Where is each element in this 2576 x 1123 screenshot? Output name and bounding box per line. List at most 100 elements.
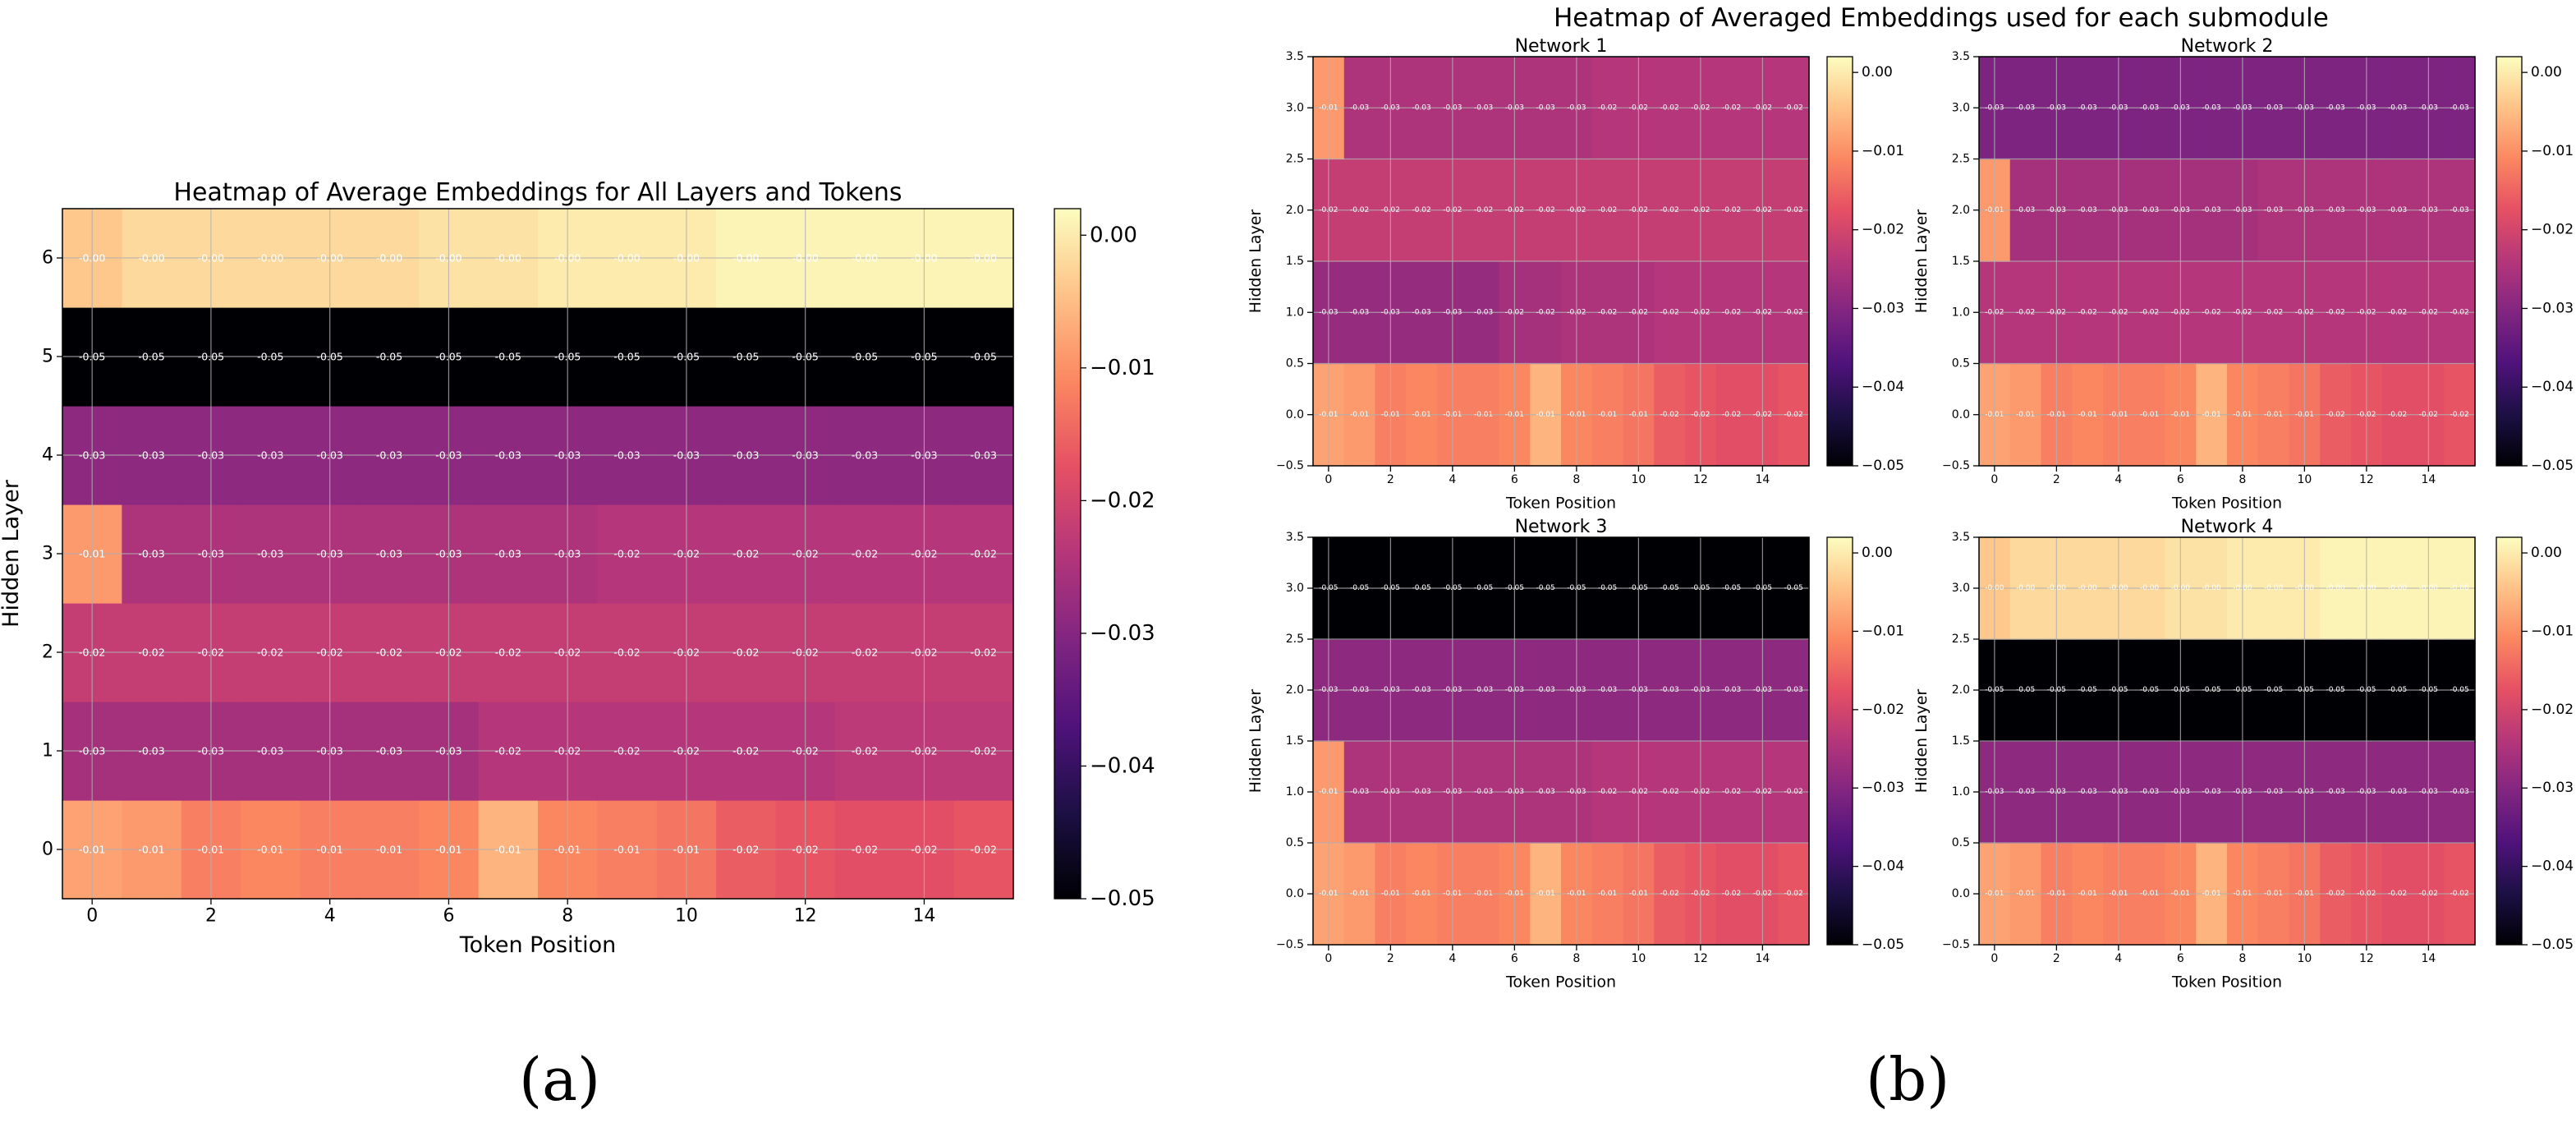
colorbar-tick-label: −0.03	[1862, 780, 1904, 796]
y-tick-label: 0.5	[1286, 836, 1304, 849]
y-tick-label: 1.5	[1952, 734, 1970, 748]
cell-value-label: -0.03	[1598, 686, 1617, 694]
cell-value-label: -0.02	[2450, 411, 2468, 419]
cell-value-label: -0.05	[911, 351, 937, 363]
x-tick-label: 2	[1387, 952, 1394, 965]
cell-value-label: -0.05	[2078, 686, 2096, 694]
cell-value-label: -0.02	[1629, 308, 1648, 316]
y-tick-label: 1.5	[1286, 255, 1304, 268]
cell-value-label: -0.02	[1722, 788, 1741, 796]
cell-value-label: -0.05	[2016, 686, 2035, 694]
colorbar: 0.00 −0.01 −0.02 −0.03 −0.04 −0.05	[2496, 536, 2574, 953]
cell-value-label: -0.01	[673, 844, 700, 856]
cell-value-label: -0.05	[2450, 686, 2468, 694]
y-tick-label: 1	[42, 741, 53, 762]
colorbar-tick-label: −0.03	[1090, 621, 1155, 646]
cell-value-label: -0.05	[79, 351, 105, 363]
cell-value-label: -0.00	[317, 252, 343, 265]
cell-value-label: -0.02	[1691, 890, 1710, 898]
cell-value-label: -0.03	[2326, 788, 2344, 796]
cell-value-label: -0.03	[2109, 788, 2128, 796]
cell-value-label: -0.01	[2264, 890, 2283, 898]
x-tick-label: 10	[2297, 952, 2312, 965]
cell-value-label: -0.03	[1443, 308, 1462, 316]
cell-value-label: -0.00	[2326, 584, 2345, 592]
cell-value-label: -0.01	[1536, 411, 1554, 419]
colorbar-bar	[1826, 56, 1853, 467]
cell-value-label: -0.03	[1985, 104, 2004, 112]
cell-value-label: -0.02	[1567, 308, 1586, 316]
cell-value-label: -0.01	[2078, 890, 2096, 898]
cell-value-label: -0.05	[2233, 686, 2252, 694]
y-axis-label: Hidden Layer	[1912, 689, 1931, 794]
cell-value-label: -0.02	[2388, 308, 2407, 316]
cell-value-label: -0.03	[1350, 788, 1369, 796]
cell-value-label: -0.05	[673, 351, 700, 363]
cell-value-label: -0.02	[2326, 308, 2344, 316]
cell-value-label: -0.02	[911, 844, 937, 856]
chart-title: Heatmap of Average Embeddings for All La…	[173, 178, 902, 207]
cell-value-label: -0.01	[1412, 890, 1430, 898]
cell-value-label: -0.02	[792, 745, 819, 757]
cell-value-label: -0.01	[1381, 411, 1400, 419]
cell-value-label: -0.03	[971, 449, 997, 462]
cell-value-label: -0.03	[1536, 104, 1554, 112]
cell-value-label: -0.03	[1753, 686, 1772, 694]
cell-value-label: -0.01	[2016, 890, 2035, 898]
cell-value-label: -0.00	[673, 252, 700, 265]
cell-value-label: -0.03	[2357, 104, 2376, 112]
cell-value-label: -0.02	[911, 647, 937, 659]
cell-value-label: -0.01	[198, 844, 224, 856]
cell-value-label: -0.00	[2047, 584, 2067, 592]
cell-value-label: -0.02	[435, 647, 461, 659]
cell-value-label: -0.02	[732, 745, 759, 757]
cell-value-label: -0.01	[1443, 890, 1462, 898]
cell-value-label: -0.02	[138, 647, 164, 659]
cell-value-label: -0.03	[1505, 788, 1524, 796]
chart-title: Network 4	[2181, 517, 2274, 537]
y-tick-label: 1.0	[1952, 785, 1970, 799]
y-tick-label: 0.0	[1286, 887, 1304, 900]
cell-value-label: -0.03	[1474, 308, 1493, 316]
cell-value-label: -0.00	[852, 252, 878, 265]
x-tick-label: 0	[1325, 473, 1332, 486]
cell-value-label: -0.03	[1985, 788, 2004, 796]
cell-value-label: -0.02	[852, 844, 878, 856]
y-tick-label: 3.0	[1286, 582, 1304, 595]
cell-value-label: -0.00	[2450, 584, 2469, 592]
cell-value-label: -0.03	[2016, 206, 2035, 214]
cell-value-label: -0.02	[1784, 411, 1802, 419]
cell-value-label: -0.00	[2109, 584, 2128, 592]
y-tick-label: 3.5	[1952, 531, 1970, 544]
cell-value-label: -0.02	[1505, 206, 1524, 214]
cell-value-label: -0.02	[2326, 411, 2344, 419]
cell-value-label: -0.02	[1567, 206, 1586, 214]
cell-value-label: -0.03	[1319, 308, 1338, 316]
x-tick-label: 0	[1325, 952, 1332, 965]
cell-value-label: -0.02	[1985, 308, 2004, 316]
cell-value-label: -0.02	[2419, 308, 2438, 316]
cell-value-label: -0.02	[1784, 308, 1802, 316]
cell-value-label: -0.00	[554, 252, 581, 265]
cell-value-label: -0.01	[2140, 890, 2159, 898]
y-tick-label: 2.0	[1952, 204, 1970, 217]
suptitle-b: Heatmap of Averaged Embeddings used for …	[1554, 3, 2329, 33]
cell-value-label: -0.02	[198, 647, 224, 659]
cell-value-label: -0.05	[1536, 584, 1554, 592]
cell-value-label: -0.02	[732, 844, 759, 856]
cell-value-label: -0.03	[1536, 788, 1554, 796]
cell-value-label: -0.05	[1443, 584, 1462, 592]
cell-value-label: -0.03	[2233, 788, 2252, 796]
cell-value-label: -0.00	[376, 252, 402, 265]
cell-value-label: -0.00	[2140, 584, 2160, 592]
cell-value-label: -0.03	[2202, 788, 2220, 796]
cell-value-label: -0.02	[1474, 206, 1493, 214]
cell-value-label: -0.03	[1660, 686, 1678, 694]
cell-value-label: -0.01	[317, 844, 343, 856]
cell-value-label: -0.01	[2171, 411, 2190, 419]
cell-value-label: -0.02	[792, 647, 819, 659]
y-tick-label: 0.5	[1286, 357, 1304, 370]
cell-value-label: -0.00	[732, 252, 759, 265]
x-tick-label: 8	[2239, 952, 2246, 965]
cell-value-label: -0.02	[971, 647, 997, 659]
